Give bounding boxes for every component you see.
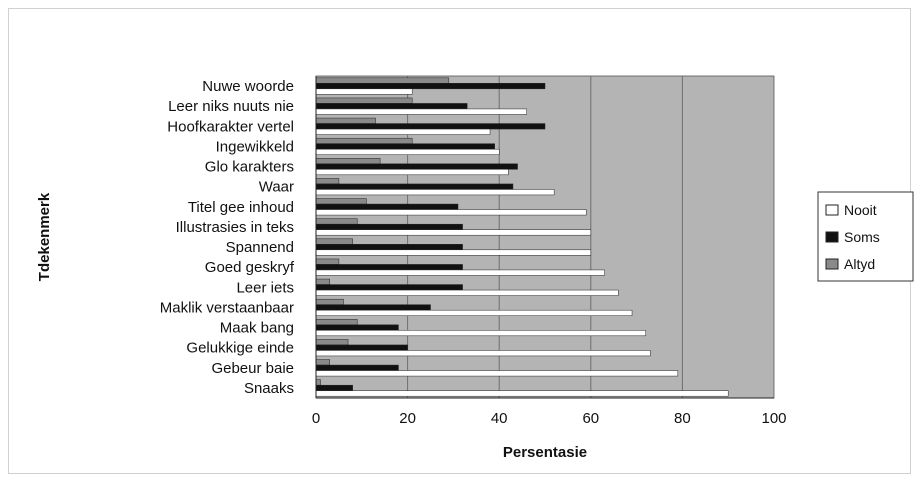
bar-nooit (315, 108, 527, 115)
legend-swatch (825, 204, 839, 216)
x-tick-label: 80 (674, 410, 691, 427)
bar-nooit (315, 229, 592, 236)
category-label: Titel gee inhoud (188, 199, 294, 216)
bar-altyd (315, 117, 376, 124)
bar-nooit (315, 128, 491, 135)
category-label: Nuwe woorde (202, 78, 294, 95)
category-label: Hoofkarakter vertel (167, 118, 294, 135)
category-label: Ingewikkeld (216, 138, 294, 155)
bar-nooit (315, 330, 647, 337)
legend-label: Altyd (844, 256, 875, 272)
bar-soms (315, 304, 431, 311)
bar-nooit (315, 309, 633, 316)
category-label: Waar (259, 179, 294, 196)
category-label: Maak bang (220, 320, 294, 337)
legend-swatch (825, 258, 839, 270)
category-label: Spannend (226, 239, 294, 256)
x-tick-labels: 0 20 40 60 80 100 (312, 410, 787, 427)
bar-soms (315, 83, 546, 90)
bar-nooit (315, 209, 587, 216)
bar-altyd (315, 359, 330, 366)
category-label: Leer iets (236, 279, 294, 296)
bar-altyd (315, 137, 413, 144)
bar-altyd (315, 77, 450, 84)
legend-swatch (825, 231, 839, 243)
category-label: Maklik verstaanbaar (160, 299, 294, 316)
category-label: Illustrasies in teks (176, 219, 294, 236)
bar-altyd (315, 319, 358, 326)
bar-soms (315, 143, 495, 150)
x-tick-label: 0 (312, 410, 320, 427)
bar-nooit (315, 390, 729, 397)
category-label: Leer niks nuuts nie (168, 98, 294, 115)
bar-nooit (315, 148, 500, 155)
bar-soms (315, 244, 463, 251)
bar-nooit (315, 88, 413, 95)
bar-nooit (315, 189, 555, 196)
bar-soms (315, 223, 463, 230)
bar-soms (315, 183, 514, 190)
bar-soms (315, 103, 468, 110)
bar-altyd (315, 97, 413, 104)
bar-altyd (315, 238, 353, 245)
category-label: Snaaks (244, 380, 294, 397)
x-tick-label: 60 (582, 410, 599, 427)
x-tick-label: 20 (399, 410, 416, 427)
category-label: Goed geskryf (205, 259, 295, 276)
bar-nooit (315, 350, 651, 357)
category-labels: Nuwe woorde Leer niks nuuts nie Hoofkarakt… (160, 78, 295, 397)
bar-soms (315, 384, 353, 391)
bar-nooit (315, 269, 605, 276)
legend: Nooit Soms Altyd (817, 191, 914, 282)
bar-altyd (315, 379, 321, 386)
bar-soms (315, 203, 459, 210)
bar-soms (315, 123, 546, 130)
bar-altyd (315, 258, 340, 265)
bar-altyd (315, 198, 367, 205)
bar-soms (315, 344, 408, 351)
bar-altyd (315, 278, 330, 285)
bar-nooit (315, 370, 679, 377)
bar-nooit (315, 289, 619, 296)
x-tick-label: 100 (761, 410, 786, 427)
bar-nooit (315, 249, 592, 256)
bars (315, 77, 729, 397)
bar-soms (315, 364, 399, 371)
bar-altyd (315, 339, 349, 346)
x-axis-title: Persentasie (503, 444, 587, 461)
category-label: Gebeur baie (211, 360, 294, 377)
bar-altyd (315, 218, 358, 225)
bar-altyd (315, 158, 381, 165)
bar-altyd (315, 178, 340, 185)
category-label: Glo karakters (205, 159, 294, 176)
bar-altyd (315, 298, 344, 305)
bar-soms (315, 324, 399, 331)
bar-soms (315, 284, 463, 291)
legend-label: Soms (844, 229, 880, 245)
legend-label: Nooit (844, 202, 877, 218)
bar-nooit (315, 169, 509, 176)
bar-soms (315, 163, 518, 170)
category-label: Gelukkige einde (186, 340, 294, 357)
x-tick-label: 40 (491, 410, 508, 427)
y-axis-title: Tdekenmerk (36, 192, 53, 281)
bar-soms (315, 264, 463, 271)
